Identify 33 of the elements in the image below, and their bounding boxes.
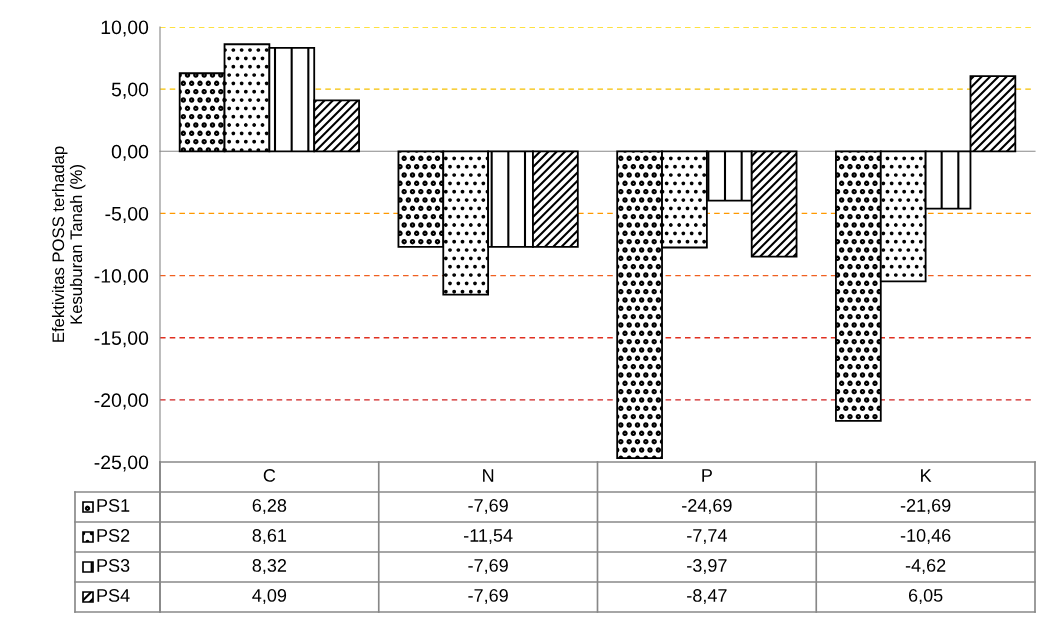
legend-label: PS2 [97,529,130,542]
x-tick-label: K [921,469,932,482]
data-label: -7,69 [468,499,508,514]
data-label: 6,05 [908,589,943,604]
y-tick-label: -15,00 [94,331,149,348]
data-label: -21,69 [900,499,951,514]
x-tick-label: C [263,469,276,482]
data-label: 4,09 [252,589,287,604]
data-label: 8,32 [252,559,287,574]
y-axis-title: Efektivitas POSS terhadap Kesuburan Tanah (%) [51,146,86,342]
legend-label: PS3 [97,559,130,572]
data-label: -4,62 [905,559,946,574]
x-tick-label: N [483,469,494,482]
y-tick-label: -25,00 [94,455,149,472]
y-tick-label: 0,00 [111,144,149,161]
x-tick-label: P [702,469,712,482]
y-tick-label: -5,00 [105,206,149,223]
y-tick-label: -20,00 [94,393,149,410]
legend-label: PS1 [97,499,130,512]
y-tick-label: 10,00 [101,20,149,37]
data-label: -3,97 [687,559,727,574]
y-tick-label: -10,00 [94,269,149,286]
data-label: -7,74 [687,529,727,544]
data-label: 6,28 [252,499,287,514]
data-label: -7,69 [468,559,508,574]
y-tick-label: 5,00 [111,82,149,99]
data-label: -24,69 [682,499,732,514]
data-label: -8,47 [687,589,727,604]
data-label: -7,69 [468,589,508,604]
data-label: -10,46 [900,529,951,544]
legend-label: PS4 [97,589,130,602]
data-label: 8,61 [252,529,287,544]
data-label: -11,54 [464,529,513,544]
